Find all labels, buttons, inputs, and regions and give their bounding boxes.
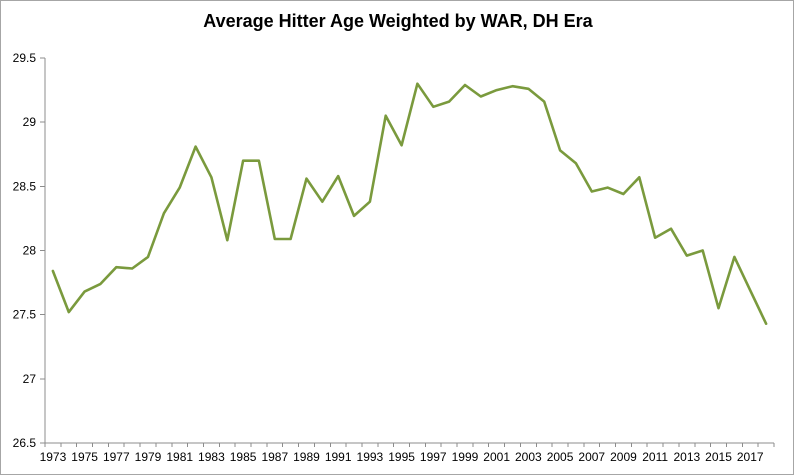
x-tick-label: 1989 xyxy=(293,450,320,464)
x-tick-label: 1977 xyxy=(103,450,130,464)
x-tick-label: 1991 xyxy=(325,450,352,464)
x-tick-label: 1981 xyxy=(166,450,193,464)
x-tick-label: 1983 xyxy=(198,450,225,464)
x-tick-label: 1995 xyxy=(388,450,415,464)
x-tick-label: 2007 xyxy=(578,450,605,464)
y-tick-label: 27 xyxy=(23,372,37,386)
y-tick-label: 28 xyxy=(23,244,37,258)
y-tick-label: 28.5 xyxy=(13,179,37,193)
y-tick-label: 27.5 xyxy=(13,308,37,322)
y-tick-label: 29.5 xyxy=(13,51,37,65)
y-tick-label: 29 xyxy=(23,115,37,129)
y-tick-label: 26.5 xyxy=(13,436,37,450)
x-tick-label: 2017 xyxy=(737,450,764,464)
x-tick-label: 1993 xyxy=(357,450,384,464)
x-tick-label: 1987 xyxy=(261,450,288,464)
x-tick-label: 2003 xyxy=(515,450,542,464)
x-tick-label: 1975 xyxy=(71,450,98,464)
chart-title: Average Hitter Age Weighted by WAR, DH E… xyxy=(203,11,593,31)
x-tick-label: 2001 xyxy=(483,450,510,464)
x-tick-label: 2015 xyxy=(705,450,732,464)
x-tick-label: 2009 xyxy=(610,450,637,464)
x-tick-label: 2013 xyxy=(673,450,700,464)
x-tick-label: 2011 xyxy=(642,450,668,464)
x-tick-label: 1979 xyxy=(135,450,162,464)
x-tick-label: 1999 xyxy=(452,450,479,464)
x-tick-label: 1985 xyxy=(230,450,257,464)
x-tick-label: 1973 xyxy=(40,450,67,464)
x-tick-label: 1997 xyxy=(420,450,447,464)
data-series-line xyxy=(51,82,768,326)
x-tick-label: 2005 xyxy=(547,450,574,464)
